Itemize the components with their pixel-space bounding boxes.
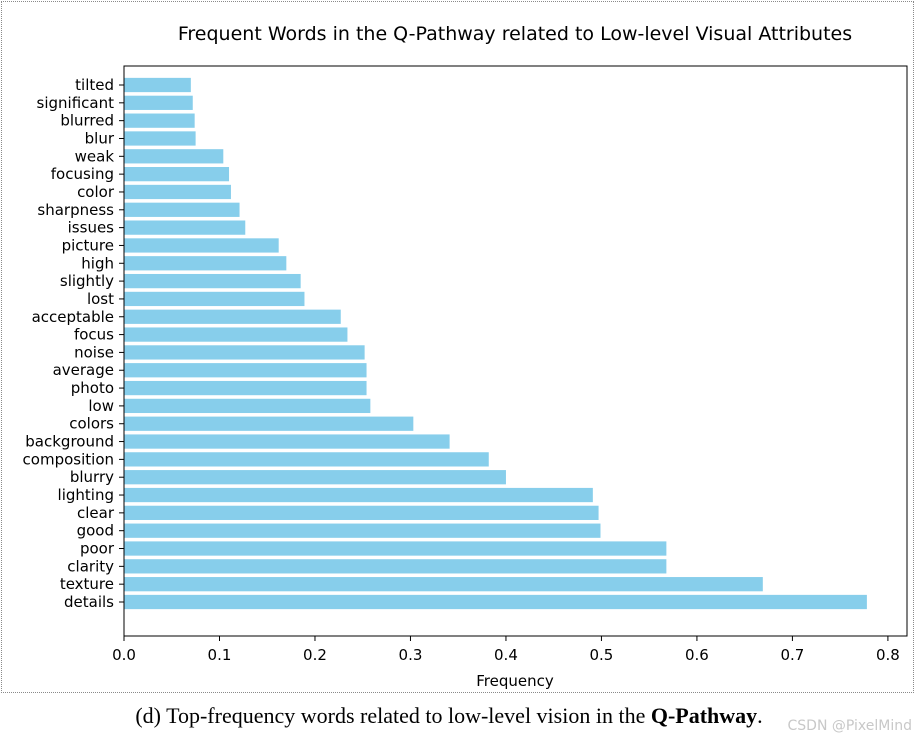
caption-bold: Q-Pathway [650,703,758,728]
caption-prefix: (d) Top-frequency words related to low-l… [135,703,651,728]
figure-frame [1,1,914,693]
category-label-significant: significant [37,94,115,112]
category-label-color: color [77,183,115,201]
category-label-background: background [25,433,114,451]
bar-weak [124,149,224,164]
x-tick-label: 0.6 [685,646,709,664]
category-label-focusing: focusing [51,165,114,183]
category-label-poor: poor [80,540,115,558]
watermark: CSDN @PixelMind [787,718,912,734]
category-label-details: details [64,593,114,611]
bar-poor [124,541,667,556]
category-label-noise: noise [74,343,114,361]
category-label-lost: lost [87,290,114,308]
bar-acceptable [124,309,341,324]
category-label-composition: composition [23,450,114,468]
category-label-blurred: blurred [60,112,114,130]
bar-clear [124,505,599,520]
category-label-slightly: slightly [60,272,114,290]
x-tick-label: 0.3 [399,646,423,664]
bar-blur [124,131,196,146]
category-label-lighting: lighting [58,486,114,504]
category-label-blurry: blurry [70,468,114,486]
category-label-blur: blur [85,129,115,147]
category-label-sharpness: sharpness [37,201,114,219]
bar-picture [124,238,279,253]
bar-low [124,398,371,414]
bar-slightly [124,273,301,289]
bar-blurry [124,470,506,485]
category-label-texture: texture [60,575,114,593]
figure-caption: (d) Top-frequency words related to low-l… [0,703,898,729]
x-tick-label: 0.1 [208,646,232,664]
bar-sharpness [124,202,240,217]
x-tick-label: 0.4 [494,646,518,664]
x-axis-ticks: 0.0 0.1 0.2 0.3 0.4 0.5 0.6 0.7 0.8 [112,636,900,664]
category-label-acceptable: acceptable [32,308,114,326]
bar-background [124,434,450,449]
bar-noise [124,345,365,360]
chart-title: Frequent Words in the Q-Pathway related … [178,23,852,45]
x-tick-label: 0.0 [112,646,136,664]
bars-group [124,77,867,610]
category-label-average: average [53,361,114,379]
bar-focusing [124,167,230,182]
x-tick-label: 0.7 [780,646,804,664]
bar-composition [124,452,489,467]
x-tick-label: 0.2 [303,646,327,664]
bar-high [124,256,287,271]
bar-tilted [124,77,191,93]
x-tick-label: 0.8 [876,646,900,664]
category-label-photo: photo [71,379,114,397]
category-label-high: high [81,254,114,272]
category-label-tilted: tilted [75,76,114,94]
bar-chart: Frequent Words in the Q-Pathway related … [23,23,908,690]
category-label-good: good [77,522,114,540]
category-label-colors: colors [69,415,114,433]
category-label-clarity: clarity [67,557,114,575]
x-tick-label: 0.5 [590,646,614,664]
bar-clarity [124,559,667,574]
bar-lighting [124,487,593,503]
bar-blurred [124,113,195,128]
category-label-issues: issues [68,219,115,237]
bar-average [124,363,367,378]
bar-focus [124,327,348,342]
category-label-clear: clear [77,504,115,522]
bar-color [124,184,231,200]
category-label-focus: focus [74,326,114,344]
bar-significant [124,95,193,110]
bar-details [124,594,867,610]
plot-area-frame [123,65,908,637]
bar-colors [124,416,414,431]
bar-texture [124,577,763,592]
category-label-picture: picture [62,236,114,254]
category-labels: tiltedsignificantblurredblurweakfocusing… [23,76,124,611]
bar-lost [124,291,305,307]
x-axis-label: Frequency [476,672,554,690]
bar-issues [124,220,246,235]
bar-photo [124,380,367,396]
category-label-low: low [88,397,114,415]
bar-good [124,523,601,538]
caption-suffix: . [757,703,763,728]
category-label-weak: weak [75,147,115,165]
